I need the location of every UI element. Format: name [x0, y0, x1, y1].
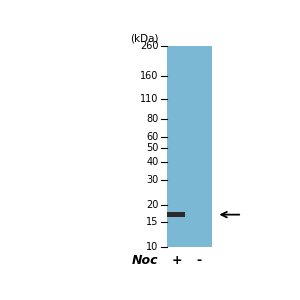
Text: (kDa): (kDa) — [130, 34, 158, 44]
Text: -: - — [196, 254, 202, 267]
Text: 260: 260 — [140, 41, 158, 51]
Text: 80: 80 — [146, 114, 158, 124]
Bar — [167, 212, 185, 217]
Text: 50: 50 — [146, 143, 158, 153]
Text: 60: 60 — [146, 132, 158, 142]
Text: +: + — [171, 254, 182, 267]
Text: 10: 10 — [146, 242, 158, 252]
Text: 30: 30 — [146, 175, 158, 184]
Text: 110: 110 — [140, 94, 158, 104]
Text: 160: 160 — [140, 71, 158, 81]
Text: 40: 40 — [146, 157, 158, 167]
Text: 15: 15 — [146, 218, 158, 227]
Bar — [167, 46, 212, 247]
Text: Noc: Noc — [132, 254, 158, 267]
Text: 20: 20 — [146, 200, 158, 210]
